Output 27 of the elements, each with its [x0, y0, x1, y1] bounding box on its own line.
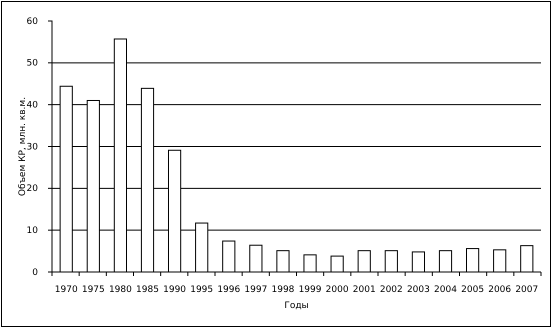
x-tick-label: 1999 — [298, 285, 322, 295]
x-tick-label: 2003 — [406, 285, 430, 295]
y-tick-label: 10 — [26, 226, 38, 236]
y-tick-label: 60 — [26, 16, 38, 27]
x-tick-label: 2007 — [515, 285, 538, 295]
y-tick-label: 50 — [26, 58, 38, 69]
x-tick-label: 2001 — [352, 285, 376, 295]
x-tick-label: 2005 — [461, 285, 484, 295]
x-tick-label: 1985 — [136, 285, 159, 295]
x-tick-label: 1975 — [82, 285, 105, 295]
x-tick-label: 1997 — [244, 285, 268, 295]
y-tick-label: 30 — [26, 142, 38, 152]
y-tick-label: 40 — [26, 100, 38, 111]
x-tick-label: 2006 — [488, 285, 512, 295]
x-tick-label: 1980 — [108, 285, 132, 295]
x-tick-label: 1996 — [217, 285, 240, 295]
x-axis-title: Годы — [284, 301, 309, 311]
x-tick-label: 1970 — [54, 285, 78, 295]
y-tick-label: 0 — [32, 268, 38, 278]
y-tick-label: 20 — [26, 184, 38, 194]
x-tick-label: 1995 — [190, 285, 214, 295]
y-axis-title: Объем КР, млн. кв.м. — [18, 96, 28, 196]
x-tick-label: 2002 — [380, 285, 403, 295]
x-tick-label: 1998 — [272, 285, 295, 295]
x-tick-label: 1990 — [163, 285, 186, 295]
x-tick-label: 2004 — [434, 285, 458, 295]
x-tick-label: 2000 — [326, 285, 349, 295]
